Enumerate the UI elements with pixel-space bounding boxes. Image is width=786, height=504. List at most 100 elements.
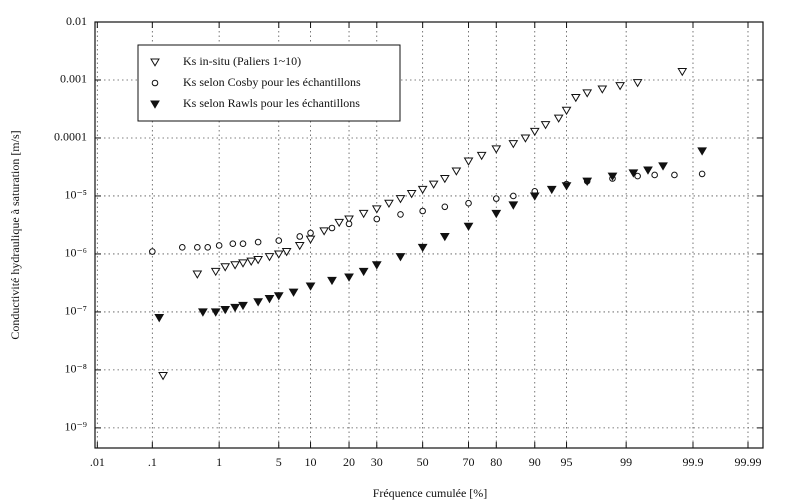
data-point — [328, 224, 336, 232]
data-point — [264, 253, 275, 262]
x-tick-label: 70 — [463, 455, 475, 469]
data-point — [254, 238, 262, 246]
data-point — [296, 233, 304, 240]
data-point — [371, 261, 382, 270]
x-tick-label: 20 — [343, 455, 355, 469]
data-point — [288, 288, 299, 297]
data-point — [463, 222, 474, 232]
data-point — [417, 243, 428, 253]
y-tick-label: 0.001 — [60, 72, 87, 86]
data-point — [419, 207, 426, 215]
y-tick-label: 10⁻⁵ — [64, 188, 87, 202]
data-point — [529, 127, 540, 137]
data-point — [192, 270, 203, 279]
data-point — [698, 170, 706, 178]
data-point — [178, 244, 186, 251]
data-point — [305, 235, 316, 244]
x-tick-label: 99 — [620, 455, 632, 469]
x-tick-label: 90 — [529, 455, 541, 469]
data-point — [327, 276, 337, 286]
x-tick-label: 50 — [417, 455, 429, 469]
data-point — [281, 248, 292, 257]
x-tick-label: .01 — [90, 455, 105, 469]
data-point — [158, 372, 168, 381]
data-point — [441, 203, 449, 211]
data-point — [492, 195, 500, 202]
data-point — [238, 301, 248, 311]
data-point — [194, 244, 201, 251]
data-point — [149, 248, 156, 255]
data-point — [358, 209, 369, 219]
data-point — [615, 82, 625, 91]
x-tick-label: 10 — [305, 455, 317, 469]
data-point — [553, 114, 564, 123]
data-point — [491, 145, 502, 154]
data-point — [582, 89, 593, 98]
data-point — [238, 259, 248, 268]
data-point — [417, 185, 428, 195]
legend-marker — [150, 100, 160, 109]
data-point — [628, 169, 639, 178]
data-point — [204, 244, 211, 251]
data-point — [582, 177, 593, 186]
data-point — [439, 174, 450, 184]
data-point — [373, 215, 381, 223]
data-point — [230, 303, 240, 313]
data-point — [246, 257, 257, 266]
data-point — [344, 215, 354, 224]
data-point — [632, 79, 643, 88]
data-point — [677, 68, 688, 77]
y-tick-label: 10⁻⁸ — [64, 362, 87, 376]
data-point — [561, 106, 572, 116]
legend-label: Ks selon Cosby pour les échantillons — [183, 75, 361, 89]
data-point — [671, 171, 678, 179]
data-point — [220, 306, 231, 315]
data-point — [294, 241, 305, 251]
data-point — [697, 147, 707, 156]
data-point — [651, 171, 658, 179]
y-tick-label: 10⁻⁷ — [64, 304, 87, 318]
data-point — [253, 256, 264, 265]
x-tick-label: 99.9 — [682, 455, 703, 469]
data-point — [561, 182, 572, 191]
y-tick-label: 0.01 — [66, 14, 87, 28]
data-point — [463, 157, 474, 166]
data-point — [658, 162, 668, 171]
y-axis-label: Conductivité hydraulique à saturation [m… — [8, 130, 22, 339]
data-point — [229, 240, 237, 248]
legend-marker — [151, 79, 159, 87]
legend-label: Ks in-situ (Paliers 1~10) — [183, 54, 301, 68]
x-tick-label: 99.99 — [734, 455, 761, 469]
data-point — [529, 192, 540, 201]
data-point — [344, 273, 354, 282]
data-point — [428, 180, 439, 189]
legend-label: Ks selon Rawls pour les échantillons — [183, 96, 360, 110]
data-point — [643, 166, 653, 175]
data-point — [345, 220, 353, 228]
data-point — [358, 267, 369, 277]
legend-marker — [150, 58, 160, 67]
data-point — [319, 227, 329, 236]
data-point — [491, 209, 502, 219]
x-tick-label: 1 — [216, 455, 222, 469]
data-point — [597, 85, 608, 94]
data-point — [239, 240, 247, 248]
data-point — [154, 314, 165, 323]
plot-frame — [94, 21, 764, 449]
data-point — [275, 237, 283, 244]
data-point — [465, 199, 472, 207]
y-tick-label: 0.0001 — [54, 130, 87, 144]
y-tick-label: 10⁻⁶ — [64, 246, 87, 260]
data-point — [395, 253, 406, 262]
data-point — [397, 211, 404, 218]
data-point — [395, 195, 406, 204]
data-point — [220, 263, 231, 272]
data-point — [510, 192, 517, 200]
x-tick-label: 80 — [490, 455, 502, 469]
legend: Ks in-situ (Paliers 1~10) Ks selon Cosby … — [137, 44, 401, 122]
data-point — [230, 261, 240, 270]
data-point — [384, 199, 394, 208]
data-point — [264, 295, 275, 304]
data-point — [253, 298, 264, 307]
